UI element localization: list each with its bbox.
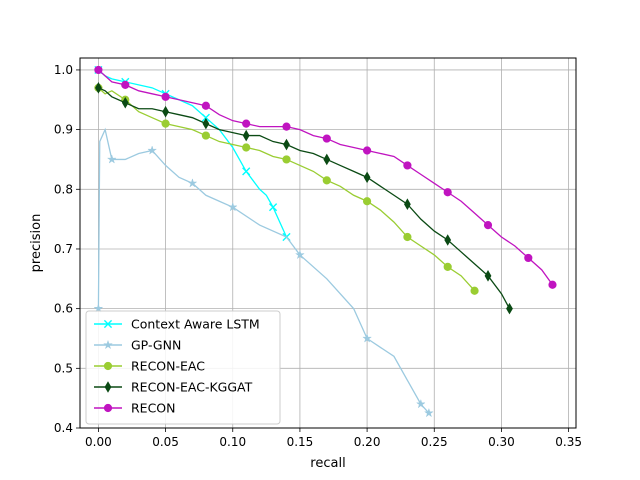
legend-label-4: RECON: [131, 401, 176, 416]
series-4-point-9: [201, 101, 210, 110]
series-2-point-18: [322, 176, 331, 185]
x-tick-label-6: 0.30: [488, 435, 515, 449]
x-tick-label-1: 0.05: [152, 435, 179, 449]
series-2: [94, 83, 479, 295]
series-3-point-6: [162, 105, 169, 118]
series-1-point-3: [106, 154, 117, 164]
series-4-point-6: [161, 92, 170, 101]
series-1-point-0: [93, 303, 104, 313]
legend-marker-2: [103, 361, 113, 371]
series-1-point-15: [294, 249, 305, 260]
series-4-point-15: [282, 122, 291, 131]
legend-label-2: RECON-EAC: [131, 359, 205, 374]
y-tick-label-0: 0.4: [54, 421, 73, 435]
legend-box: [85, 310, 281, 425]
legend-marker-1: [103, 339, 113, 350]
series-2-point-6: [161, 119, 170, 128]
series-2-point-12: [242, 143, 251, 152]
series-line-0: [97, 69, 288, 238]
legend-marker-0: [103, 319, 113, 329]
y-axis-label: precision: [29, 214, 44, 273]
series-1-point-9: [187, 178, 198, 188]
series-2-point-15: [282, 155, 291, 164]
series-3-point-21: [363, 171, 371, 184]
series-4-point-24: [403, 161, 412, 170]
series-4-point-30: [483, 220, 493, 230]
series-line-3: [98, 87, 511, 309]
series-1: [93, 127, 434, 418]
series-2-point-21: [362, 197, 372, 206]
series-3-point-9: [202, 117, 210, 130]
series-3-point-24: [404, 198, 411, 211]
x-tick-label-7: 0.35: [555, 435, 582, 449]
y-tick-label-2: 0.6: [54, 302, 73, 316]
series-3-point-12: [242, 129, 250, 142]
y-tick-label-3: 0.7: [54, 242, 73, 256]
series-2-point-27: [443, 262, 452, 271]
series-4-point-27: [443, 188, 452, 197]
series-1-point-22: [423, 407, 434, 418]
series-3: [95, 82, 513, 315]
legend: Context Aware LSTM GP-GNN RECON-EAC RECON-E…: [85, 310, 281, 425]
legend-label-0: Context Aware LSTM: [131, 317, 260, 332]
legend-marker-3: [104, 381, 112, 393]
y-tick-label-6: 1.0: [54, 63, 73, 77]
series-line-1: [97, 127, 430, 414]
series-2-point-9: [201, 131, 210, 140]
series-3-point-32: [506, 302, 513, 315]
y-tick-label-1: 0.5: [54, 361, 73, 375]
series-4: [94, 65, 557, 289]
y-tick-label-5: 0.9: [54, 123, 73, 137]
ticks: 0.00 0.05 0.10 0.15 0.20 0.25 0.30 0.35 0.4 0.5 0.…: [54, 63, 582, 449]
series-0-point-9: [201, 113, 210, 122]
x-tick-label-3: 0.15: [287, 435, 314, 449]
series-1-point-18: [362, 333, 373, 343]
series-4-point-21: [362, 146, 372, 155]
series-4-point-12: [242, 119, 251, 128]
series-1-point-6: [147, 145, 158, 155]
series-4-point-3: [121, 80, 130, 89]
x-tick-label-2: 0.10: [219, 435, 246, 449]
series-layer: [93, 65, 557, 418]
series-3-point-0: [95, 82, 102, 94]
x-axis-label: recall: [310, 456, 345, 471]
x-tick-label-0: 0.00: [85, 435, 112, 449]
legend-label-3: RECON-EAC-KGGAT: [131, 380, 253, 395]
series-1-point-21: [415, 398, 426, 409]
series-0-point-15: [268, 203, 278, 212]
legend-marker-4: [103, 403, 113, 413]
series-4-point-33: [524, 253, 533, 263]
plot-frame: [79, 57, 577, 429]
series-0-point-12: [242, 167, 251, 176]
series-4-point-35: [548, 280, 557, 289]
legend-label-1: GP-GNN: [131, 338, 181, 353]
series-4-point-0: [94, 65, 103, 75]
series-2-point-29: [470, 286, 479, 295]
series-3-point-18: [323, 153, 331, 166]
series-3-point-15: [283, 138, 290, 151]
series-3-point-3: [121, 96, 129, 109]
x-tick-label-5: 0.25: [421, 435, 448, 449]
x-tick-label-4: 0.20: [354, 435, 381, 449]
series-4-point-18: [322, 134, 331, 143]
series-3-point-27: [444, 234, 452, 246]
series-1-point-12: [227, 201, 238, 212]
series-2-point-24: [403, 232, 412, 242]
series-3-point-30: [484, 270, 492, 282]
y-tick-label-4: 0.8: [54, 182, 73, 196]
